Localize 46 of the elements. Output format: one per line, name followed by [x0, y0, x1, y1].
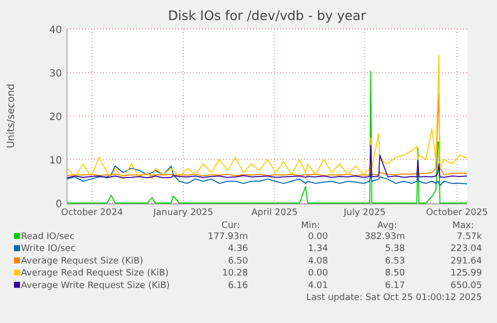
text: 0.00 [308, 232, 328, 242]
legend-label: Average Request Size (KiB) [21, 256, 144, 266]
text: Last update: Sat Oct 25 01:00:12 2025 [306, 293, 482, 303]
text: 6.16 [228, 280, 248, 291]
text: 6.17 [384, 280, 405, 291]
text: 4.36 [228, 244, 248, 254]
text: 1.34 [308, 244, 328, 254]
text: 8.50 [384, 268, 406, 279]
text: 7.57k [456, 232, 483, 242]
text: 223.04 [450, 244, 482, 254]
y-tick-label: 20 [49, 112, 62, 123]
text: 125.99 [450, 268, 482, 279]
line-series [66, 54, 468, 180]
y-tick-label: 30 [49, 68, 62, 80]
line-series [66, 94, 468, 176]
line-series [66, 166, 468, 186]
legend-label: Write IO/sec [21, 244, 76, 254]
text: 650.05 [450, 280, 482, 291]
text: 6.53 [384, 256, 405, 266]
chart-title: Disk IOs for /dev/vdb - by year [168, 9, 367, 24]
text: 5.38 [384, 244, 406, 254]
text: 177.93m [208, 232, 248, 242]
legend-label: Average Read Request Size (KiB) [21, 268, 169, 279]
text: 291.64 [450, 256, 482, 266]
y-axis-title: Units/second [6, 84, 17, 148]
x-tick-label: January 2025 [152, 208, 214, 218]
y-tick-label: 0 [56, 199, 62, 210]
line-series [66, 144, 468, 178]
text: 382.93m [364, 232, 405, 242]
text: 10.28 [222, 268, 248, 279]
x-tick-label: July 2025 [342, 208, 386, 218]
text: 4.01 [308, 280, 328, 291]
legend-label: Read IO/sec [21, 232, 74, 242]
x-tick-label: October 2025 [426, 208, 488, 218]
x-tick-label: April 2025 [251, 208, 298, 218]
text: 0.00 [308, 268, 328, 279]
text: Max: [452, 221, 474, 231]
text: Cur: [221, 221, 240, 231]
text: 6.50 [228, 256, 248, 266]
x-tick-label: October 2024 [61, 208, 124, 218]
text: 4.08 [308, 256, 328, 266]
legend-label: Average Write Request Size (KiB) [21, 280, 170, 291]
y-tick-label: 40 [49, 25, 62, 36]
y-tick-label: 10 [49, 156, 62, 166]
text: Min: [300, 221, 320, 231]
text: Avg: [377, 221, 397, 231]
